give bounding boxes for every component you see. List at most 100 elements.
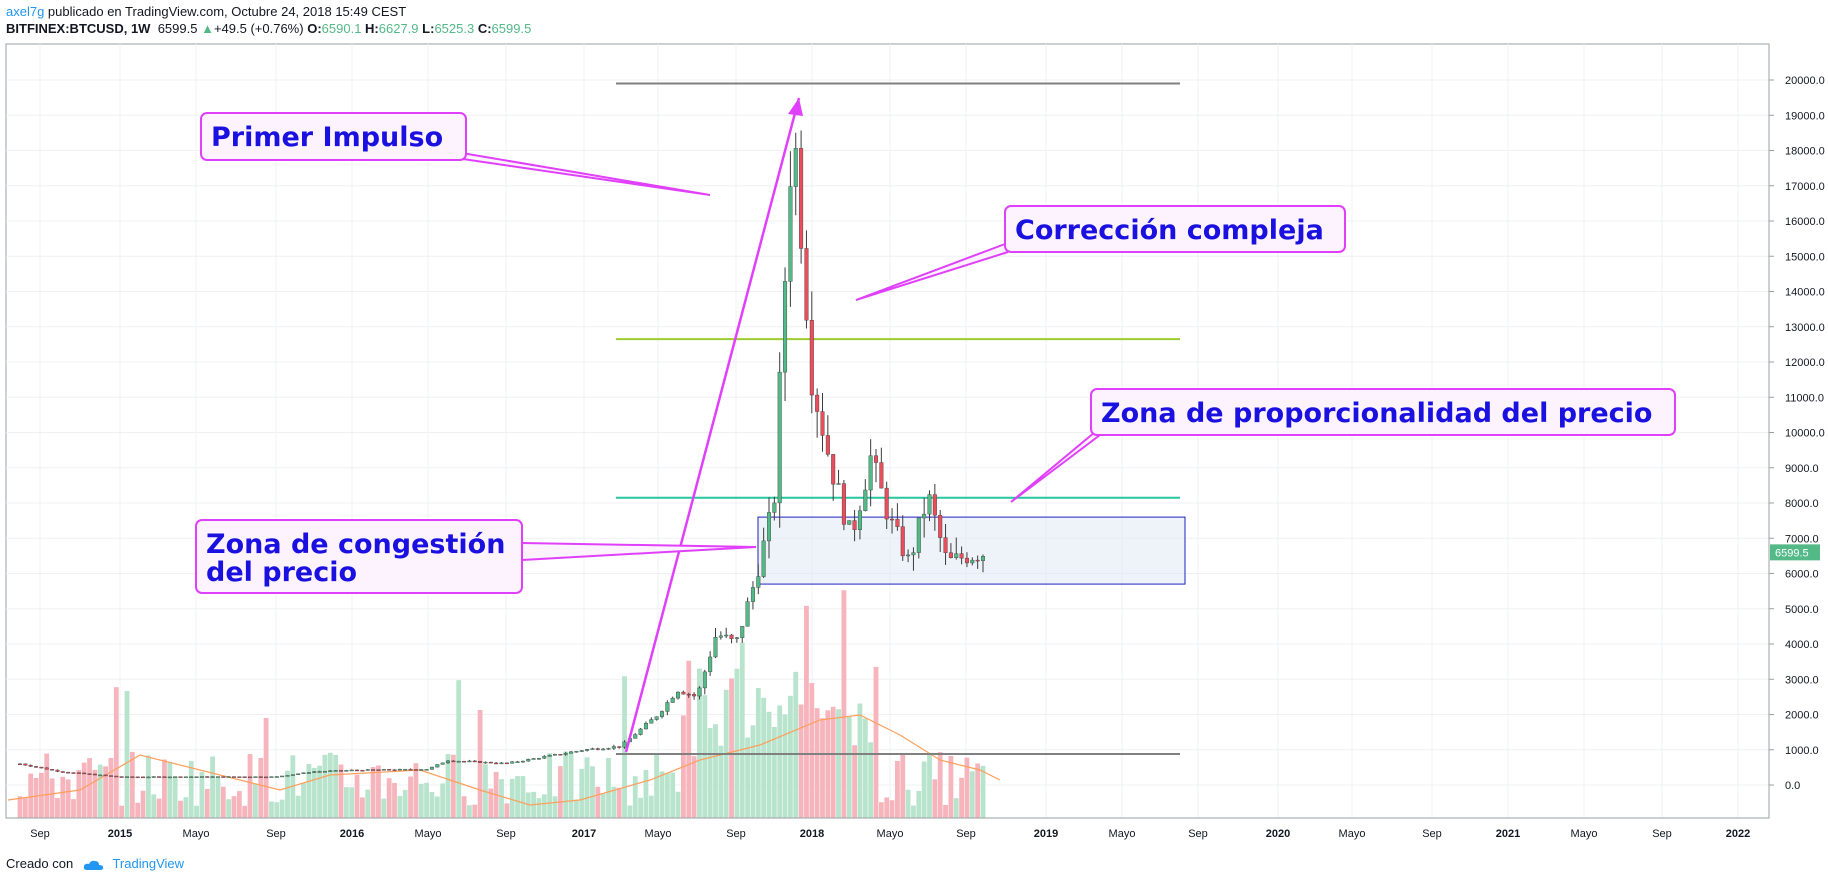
candle-body: [124, 776, 129, 778]
time-tick-label: 2020: [1266, 828, 1290, 840]
author-link[interactable]: axel7g: [6, 4, 45, 19]
volume-bar: [713, 724, 718, 818]
candle-body: [895, 518, 900, 527]
candle-body: [472, 760, 477, 763]
candle-body: [692, 694, 697, 697]
volume-bar: [49, 778, 55, 818]
candle-body: [932, 494, 937, 516]
time-tick-label: 2022: [1726, 828, 1750, 840]
volume-bar: [911, 805, 916, 818]
volume-bar: [536, 798, 542, 818]
last-price: 6599.5: [157, 21, 198, 36]
candle-body: [777, 371, 782, 504]
volume-bar: [574, 799, 579, 818]
candle-body: [226, 776, 231, 778]
candle-body: [258, 776, 263, 778]
candle-body: [71, 772, 76, 774]
volume-bar: [590, 766, 595, 818]
candle-body: [178, 776, 183, 778]
candle-body: [970, 559, 975, 564]
candle-body: [317, 771, 322, 773]
candle-body: [863, 489, 868, 511]
volume-bar: [445, 754, 451, 818]
candle-body: [536, 758, 541, 760]
volume-bar: [611, 786, 617, 818]
volume-bar: [450, 754, 456, 818]
candle-body: [515, 761, 520, 763]
volume-bar: [467, 805, 472, 818]
candle-body: [199, 776, 204, 778]
candle-body: [55, 769, 60, 772]
volume-bar: [188, 761, 194, 818]
price-axis[interactable]: 20000.0 19000.0 18000.0 17000.0 16000.0 15000…: [1768, 44, 1825, 818]
candle-body: [809, 319, 814, 396]
candle-body: [916, 517, 921, 553]
volume-bar: [750, 725, 756, 818]
callout-text: Zona de congestión: [206, 529, 505, 560]
candle-body: [403, 768, 408, 771]
candle-body: [296, 773, 301, 775]
volume-bar: [33, 777, 39, 818]
candle-body: [815, 394, 820, 412]
price-tick-label: 19000.0: [1785, 110, 1825, 122]
candle-body: [574, 750, 579, 753]
callout-pointer: [855, 243, 1009, 301]
candle-body: [665, 702, 670, 712]
volume-bar: [381, 798, 387, 818]
candle-body: [23, 763, 28, 766]
volume-bar: [354, 774, 360, 818]
price-tick-label: 13000.0: [1785, 322, 1825, 334]
candle-body: [344, 770, 349, 772]
volume-bar: [477, 709, 483, 818]
candle-body: [943, 537, 948, 553]
time-tick-label: Sep: [1652, 828, 1672, 840]
tradingview-link[interactable]: TradingView: [112, 856, 185, 871]
candle-body: [708, 656, 713, 673]
volume-bar: [793, 671, 799, 818]
volume-bar: [135, 802, 141, 818]
volume-bar: [520, 776, 526, 818]
candle-body: [339, 770, 344, 772]
volume-bar: [365, 789, 371, 818]
candle-body: [108, 775, 113, 777]
volume-bar: [788, 695, 793, 818]
candle-body: [280, 775, 285, 778]
time-tick-label: 2017: [572, 828, 596, 840]
candle-body: [825, 435, 830, 455]
callout-box: [200, 112, 467, 161]
candle-body: [494, 762, 499, 765]
volume-bar: [499, 779, 504, 818]
time-tick-label: Sep: [1422, 828, 1442, 840]
price-tick-label: 18000.0: [1785, 146, 1825, 158]
volume-bar: [108, 757, 114, 818]
volume-bar: [253, 783, 258, 818]
volume-ma-line: [7, 714, 1001, 806]
candle-body: [221, 776, 226, 778]
callout-pointer: [1010, 431, 1101, 503]
volume-bar: [804, 605, 809, 818]
volume-bar: [124, 690, 130, 818]
volume-bar: [258, 757, 264, 818]
volume-bar: [766, 711, 772, 818]
candle-body: [135, 776, 140, 779]
time-axis[interactable]: Sep 2015 Mayo Sep 2016 Mayo Sep 2017 Mayo Sep 2018…: [6, 817, 1769, 840]
time-tick-label: Mayo: [645, 828, 672, 840]
candle-body: [964, 557, 969, 564]
candle-body: [542, 756, 547, 759]
candle-body: [312, 771, 317, 773]
volume-bar: [60, 776, 66, 818]
candle-body: [686, 693, 691, 696]
moving-average: [7, 714, 1001, 806]
candle-body: [948, 552, 953, 558]
volume-bar: [798, 704, 804, 818]
volume-bar: [327, 752, 333, 818]
tradingview-cloud-icon: [83, 860, 104, 870]
candle-body: [617, 746, 622, 748]
candle-body: [563, 753, 568, 755]
candle-body: [841, 483, 846, 525]
volume-bar: [370, 767, 376, 818]
time-tick-label: Sep: [726, 828, 746, 840]
volume-bar: [87, 758, 92, 818]
candle-body: [531, 758, 536, 760]
